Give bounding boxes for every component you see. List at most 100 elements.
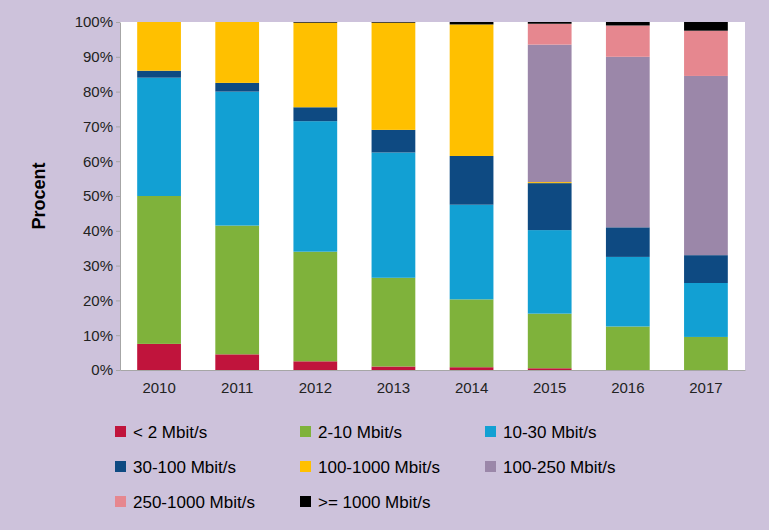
legend-label: 30-100 Mbit/s bbox=[133, 458, 236, 477]
x-tick-label: 2015 bbox=[533, 379, 566, 396]
bar-segment bbox=[215, 22, 259, 23]
bar-segment bbox=[293, 22, 337, 23]
plot-area bbox=[120, 22, 745, 370]
legend-item: 30-100 Mbit/s bbox=[115, 458, 236, 477]
bar-segment bbox=[528, 24, 572, 45]
bar-segment bbox=[528, 368, 572, 370]
series bbox=[293, 22, 727, 31]
bar-segment bbox=[684, 76, 728, 255]
legend-label: < 2 Mbit/s bbox=[133, 423, 207, 442]
bar-segment bbox=[684, 283, 728, 337]
x-tick-label: 2012 bbox=[299, 379, 332, 396]
bar-segment bbox=[606, 25, 650, 56]
y-tick-label: 90% bbox=[83, 48, 113, 65]
legend-item: < 2 Mbit/s bbox=[115, 423, 207, 442]
chart: 0%10%20%30%40%50%60%70%80%90%100%2010201… bbox=[0, 0, 769, 530]
bar-segment bbox=[215, 354, 259, 370]
legend-swatch bbox=[300, 496, 311, 507]
y-tick: 20% bbox=[83, 292, 120, 309]
x-tick-label: 2013 bbox=[377, 379, 410, 396]
series bbox=[137, 344, 571, 370]
y-tick-label: 20% bbox=[83, 292, 113, 309]
x-tick: 2017 bbox=[689, 379, 722, 396]
x-tick: 2013 bbox=[377, 379, 410, 396]
y-tick: 70% bbox=[83, 118, 120, 135]
series bbox=[528, 24, 728, 76]
bar-segment bbox=[528, 230, 572, 314]
x-tick: 2010 bbox=[142, 379, 175, 396]
legend: < 2 Mbit/s2-10 Mbit/s10-30 Mbit/s30-100 … bbox=[115, 423, 615, 512]
bar-segment bbox=[137, 71, 181, 78]
bar-segment bbox=[606, 327, 650, 371]
bar-segment bbox=[137, 22, 181, 23]
legend-label: 10-30 Mbit/s bbox=[503, 423, 597, 442]
x-tick-label: 2017 bbox=[689, 379, 722, 396]
bar-segment bbox=[372, 22, 416, 23]
legend-item: 10-30 Mbit/s bbox=[485, 423, 597, 442]
bar-segment bbox=[372, 23, 416, 130]
bar-segment bbox=[293, 22, 337, 23]
x-axis-line bbox=[121, 370, 746, 371]
y-tick-label: 80% bbox=[83, 83, 113, 100]
bar-segment bbox=[528, 45, 572, 182]
bars bbox=[137, 22, 728, 370]
x-tick: 2016 bbox=[611, 379, 644, 396]
bar-segment bbox=[293, 107, 337, 121]
x-tick-label: 2014 bbox=[455, 379, 488, 396]
y-tick: 90% bbox=[83, 48, 120, 65]
x-tick: 2012 bbox=[299, 379, 332, 396]
y-tick-mark bbox=[116, 92, 120, 93]
bar-segment bbox=[372, 22, 416, 23]
bar-segment bbox=[293, 23, 337, 108]
bar-segment bbox=[606, 57, 650, 228]
x-tick-label: 2010 bbox=[142, 379, 175, 396]
legend-item: 100-1000 Mbit/s bbox=[300, 458, 440, 477]
y-tick-mark bbox=[116, 266, 120, 267]
legend-swatch bbox=[115, 426, 126, 437]
y-tick-mark bbox=[116, 196, 120, 197]
bar-segment bbox=[684, 337, 728, 370]
x-tick-label: 2011 bbox=[221, 379, 253, 396]
legend-swatch bbox=[300, 426, 311, 437]
bar-segment bbox=[215, 83, 259, 92]
y-tick: 30% bbox=[83, 257, 120, 274]
y-tick-mark bbox=[116, 335, 120, 336]
bar-segment bbox=[684, 255, 728, 283]
y-tick-mark bbox=[116, 231, 120, 232]
y-tick-mark bbox=[116, 126, 120, 127]
y-tick-mark bbox=[116, 370, 120, 371]
y-axis-title: Procent bbox=[29, 162, 49, 229]
bar-segment bbox=[528, 183, 572, 230]
bar-segment bbox=[137, 22, 181, 23]
x-tick: 2011 bbox=[221, 379, 253, 396]
bar-segment bbox=[606, 227, 650, 257]
bar-segment bbox=[293, 22, 337, 23]
y-tick-mark bbox=[116, 57, 120, 58]
legend-swatch bbox=[115, 496, 126, 507]
bar-segment bbox=[293, 252, 337, 362]
x-tick: 2015 bbox=[533, 379, 566, 396]
legend-swatch bbox=[300, 461, 311, 472]
legend-swatch bbox=[485, 461, 496, 472]
bar-segment bbox=[450, 299, 494, 367]
legend-item: 100-250 Mbit/s bbox=[485, 458, 615, 477]
bar-segment bbox=[528, 314, 572, 369]
bar-segment bbox=[137, 78, 181, 196]
bar-segment bbox=[293, 121, 337, 252]
y-tick: 50% bbox=[83, 187, 120, 204]
bar-segment bbox=[450, 205, 494, 300]
y-tick-label: 70% bbox=[83, 118, 113, 135]
legend-label: 100-250 Mbit/s bbox=[503, 458, 615, 477]
bar-segment bbox=[215, 92, 259, 226]
y-tick-label: 10% bbox=[83, 327, 113, 344]
x-axis: 2010 2011 2012 2013 2014 2015 2016 2017 bbox=[121, 371, 746, 396]
x-tick-label: 2016 bbox=[611, 379, 644, 396]
y-tick: 40% bbox=[83, 222, 120, 239]
bar-segment bbox=[137, 22, 181, 71]
legend-swatch bbox=[485, 426, 496, 437]
y-tick-label: 100% bbox=[75, 13, 113, 30]
bar-segment bbox=[372, 367, 416, 370]
bar-segment bbox=[137, 196, 181, 344]
bar-segment bbox=[215, 226, 259, 355]
bar-segment bbox=[606, 22, 650, 25]
